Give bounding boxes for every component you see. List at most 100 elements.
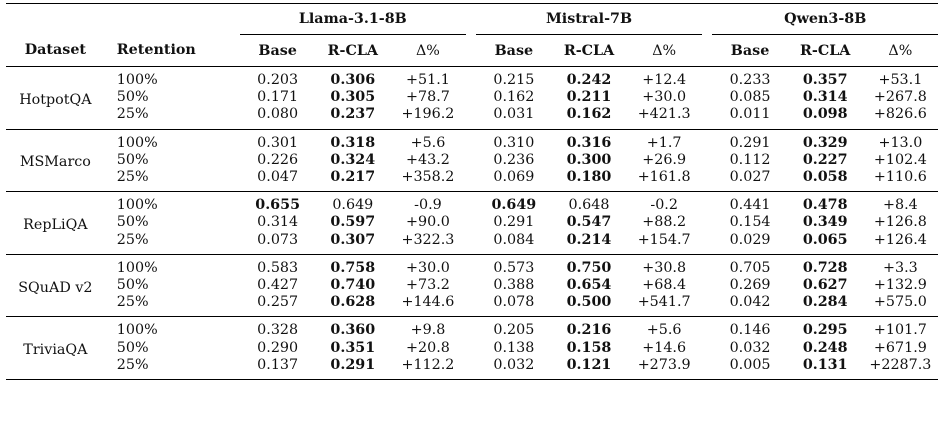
column-header-base: Base	[730, 42, 770, 59]
value-cell: +26.9	[642, 151, 687, 168]
value-cell: +90.0	[406, 214, 450, 231]
value-cell: 0.146	[712, 316, 788, 340]
value-cell: 0.154	[729, 214, 771, 231]
retention-cell: 100%	[104, 316, 241, 340]
value-cell: 0.080	[257, 106, 299, 123]
value-cell: 0.171	[257, 89, 299, 106]
column-header-rcla: R-CLA	[563, 42, 615, 59]
value-cell: 0.583	[240, 253, 316, 278]
value-cell: 0.005	[712, 356, 788, 381]
value-cell: 0.349	[802, 214, 848, 231]
value-cell: +575.0	[873, 294, 927, 311]
column-header-base: Base	[494, 42, 534, 59]
value-cell: 0.257	[257, 294, 299, 311]
value-cell: 0.042	[729, 294, 771, 311]
value-cell: +9.8	[390, 316, 466, 340]
table-row: 50% 0.171 0.305 +78.7 0.162 0.211 +30.0 0.085 0.…	[6, 89, 938, 106]
value-cell: +273.9	[626, 356, 702, 381]
retention-cell: 100%	[104, 191, 241, 215]
value-cell: +358.2	[401, 169, 455, 186]
value-cell: 0.290	[257, 339, 299, 356]
model-header: Qwen3-8B	[712, 3, 938, 35]
table-row: 25% 0.137 0.291 +112.2 0.032 0.121 +273.9 0.005…	[6, 356, 938, 381]
value-cell: 0.131	[787, 356, 863, 381]
value-cell: +267.8	[873, 89, 927, 106]
value-cell: 0.226	[257, 151, 299, 168]
value-cell: 0.547	[566, 214, 612, 231]
value-cell: +12.4	[626, 66, 702, 90]
value-cell: +8.4	[862, 191, 938, 215]
value-cell: 0.031	[493, 106, 535, 123]
retention-cell: 50%	[116, 89, 149, 106]
value-cell: 0.084	[493, 231, 535, 248]
column-header-base: Base	[258, 42, 297, 59]
column-header-retention: Retention	[116, 42, 196, 59]
value-cell: 0.291	[315, 356, 391, 381]
value-cell: 0.329	[787, 128, 863, 152]
value-cell: +161.8	[637, 169, 691, 186]
value-cell: 0.573	[476, 253, 552, 278]
value-cell: 0.648	[551, 191, 627, 215]
value-cell: 0.654	[566, 277, 612, 294]
value-cell: 0.237	[330, 106, 376, 123]
value-cell: +20.8	[406, 339, 450, 356]
value-cell: 0.203	[240, 66, 316, 90]
value-cell: 0.162	[566, 106, 612, 123]
value-cell: 0.011	[729, 106, 771, 123]
table-row: MSMarco 100% 0.301 0.318 +5.6 0.310 0.316 +1.7 0…	[6, 128, 938, 192]
value-cell: 0.351	[330, 339, 376, 356]
value-cell: +671.9	[873, 339, 927, 356]
value-cell: 0.216	[551, 316, 627, 340]
table-row: HotpotQA 100% 0.203 0.306 +51.1 0.215 0.242 +12…	[6, 66, 938, 130]
value-cell: 0.500	[566, 294, 612, 311]
value-cell: 0.180	[566, 169, 612, 186]
column-header-delta: Δ%	[652, 42, 677, 59]
value-cell: +144.6	[401, 294, 455, 311]
value-cell: +51.1	[390, 66, 466, 90]
table-row: 25% 0.080 0.237 +196.2 0.031 0.162 +421.3 0.011…	[6, 106, 938, 129]
value-cell: +126.8	[873, 214, 927, 231]
value-cell: 0.085	[729, 89, 771, 106]
value-cell: 0.227	[802, 151, 848, 168]
value-cell: +78.7	[406, 89, 450, 106]
value-cell: 0.314	[257, 214, 299, 231]
value-cell: +322.3	[401, 231, 455, 248]
dataset-name: TriviaQA	[6, 316, 105, 381]
value-cell: 0.427	[257, 277, 299, 294]
value-cell: 0.158	[566, 339, 612, 356]
table-row: SQuAD v2 100% 0.583 0.758 +30.0 0.573 0.750 +30…	[6, 253, 938, 317]
value-cell: 0.211	[566, 89, 612, 106]
column-header-rcla: R-CLA	[800, 42, 851, 59]
value-cell: -0.9	[390, 191, 466, 215]
value-cell: 0.478	[787, 191, 863, 215]
value-cell: 0.058	[802, 169, 848, 186]
value-cell: +101.7	[862, 316, 938, 340]
value-cell: +110.6	[873, 169, 927, 186]
value-cell: +43.2	[406, 151, 450, 168]
value-cell: 0.307	[330, 231, 376, 248]
value-cell: 0.740	[330, 277, 376, 294]
value-cell: +5.6	[626, 316, 702, 340]
value-cell: +112.2	[390, 356, 466, 381]
results-table: Llama-3.1-8B Mistral-7B Qwen3-8B Dataset…	[6, 3, 938, 381]
value-cell: +2287.3	[862, 356, 938, 381]
value-cell: 0.305	[330, 89, 376, 106]
value-cell: 0.029	[729, 231, 771, 248]
value-cell: -0.2	[626, 191, 702, 215]
retention-cell: 100%	[104, 128, 241, 152]
retention-cell: 50%	[116, 151, 149, 168]
value-cell: +13.0	[862, 128, 938, 152]
column-header-rcla: R-CLA	[327, 42, 378, 59]
table-body: HotpotQA 100% 0.203 0.306 +51.1 0.215 0.242 +12…	[6, 66, 938, 381]
value-cell: +154.7	[637, 231, 691, 248]
value-cell: 0.215	[476, 66, 552, 90]
table-row: 25% 0.257 0.628 +144.6 0.078 0.500 +541.7 0.042…	[6, 294, 938, 317]
value-cell: 0.728	[787, 253, 863, 278]
value-cell: 0.047	[257, 169, 299, 186]
retention-cell: 25%	[104, 356, 241, 381]
dataset-name: SQuAD v2	[6, 253, 105, 317]
value-cell: 0.328	[240, 316, 316, 340]
value-cell: 0.032	[729, 339, 771, 356]
value-cell: +3.3	[862, 253, 938, 278]
value-cell: +88.2	[642, 214, 687, 231]
